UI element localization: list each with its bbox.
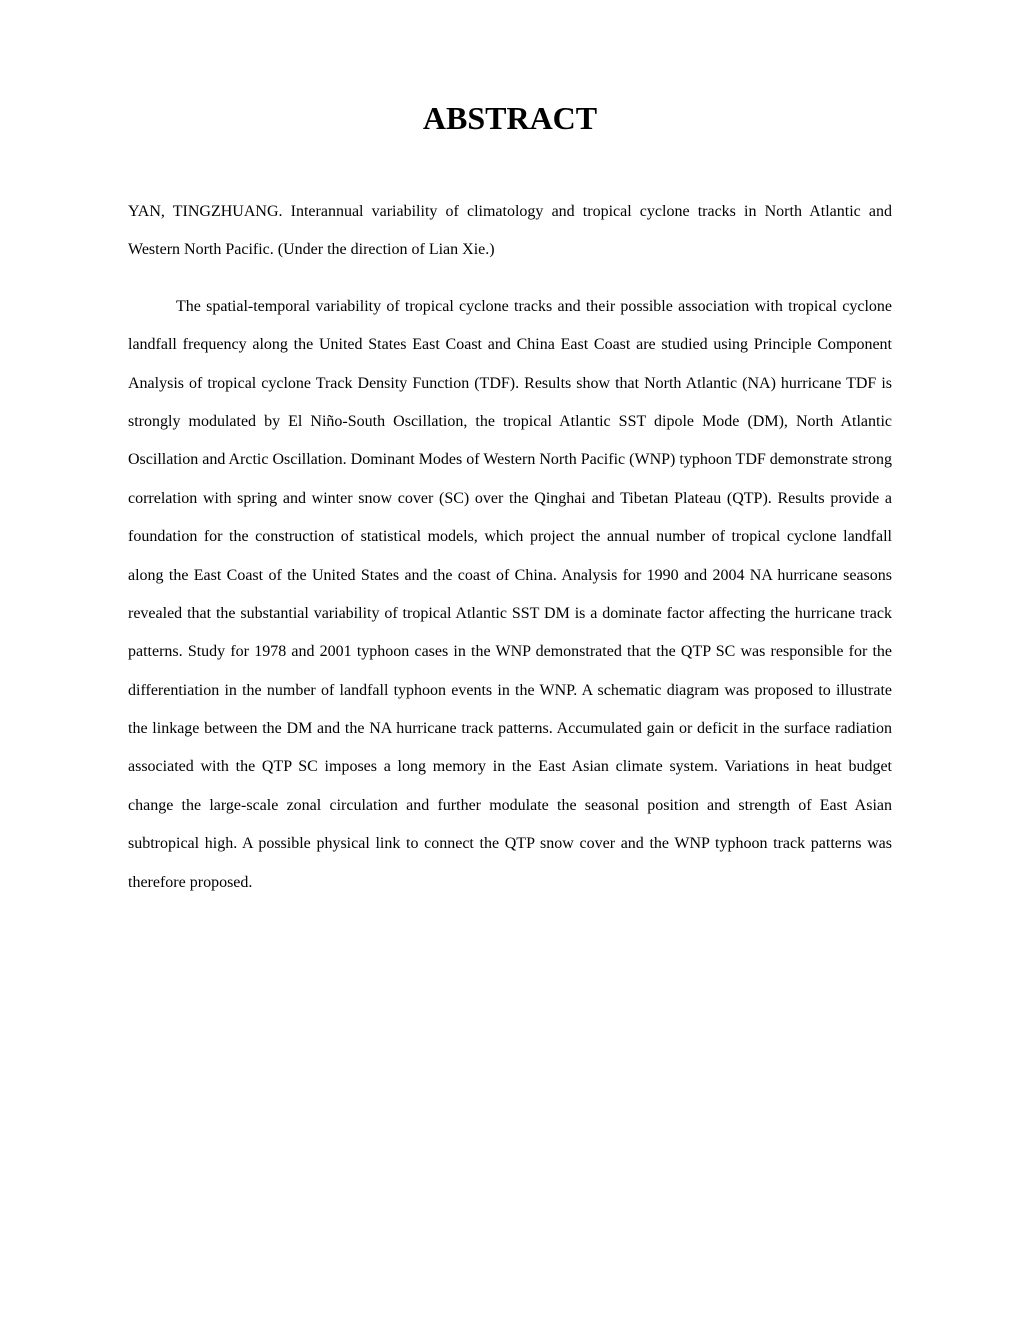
author-attribution-line: YAN, TINGZHUANG. Interannual variability… <box>128 193 892 270</box>
abstract-title: ABSTRACT <box>128 100 892 137</box>
abstract-body-text: The spatial-temporal variability of trop… <box>128 288 892 902</box>
